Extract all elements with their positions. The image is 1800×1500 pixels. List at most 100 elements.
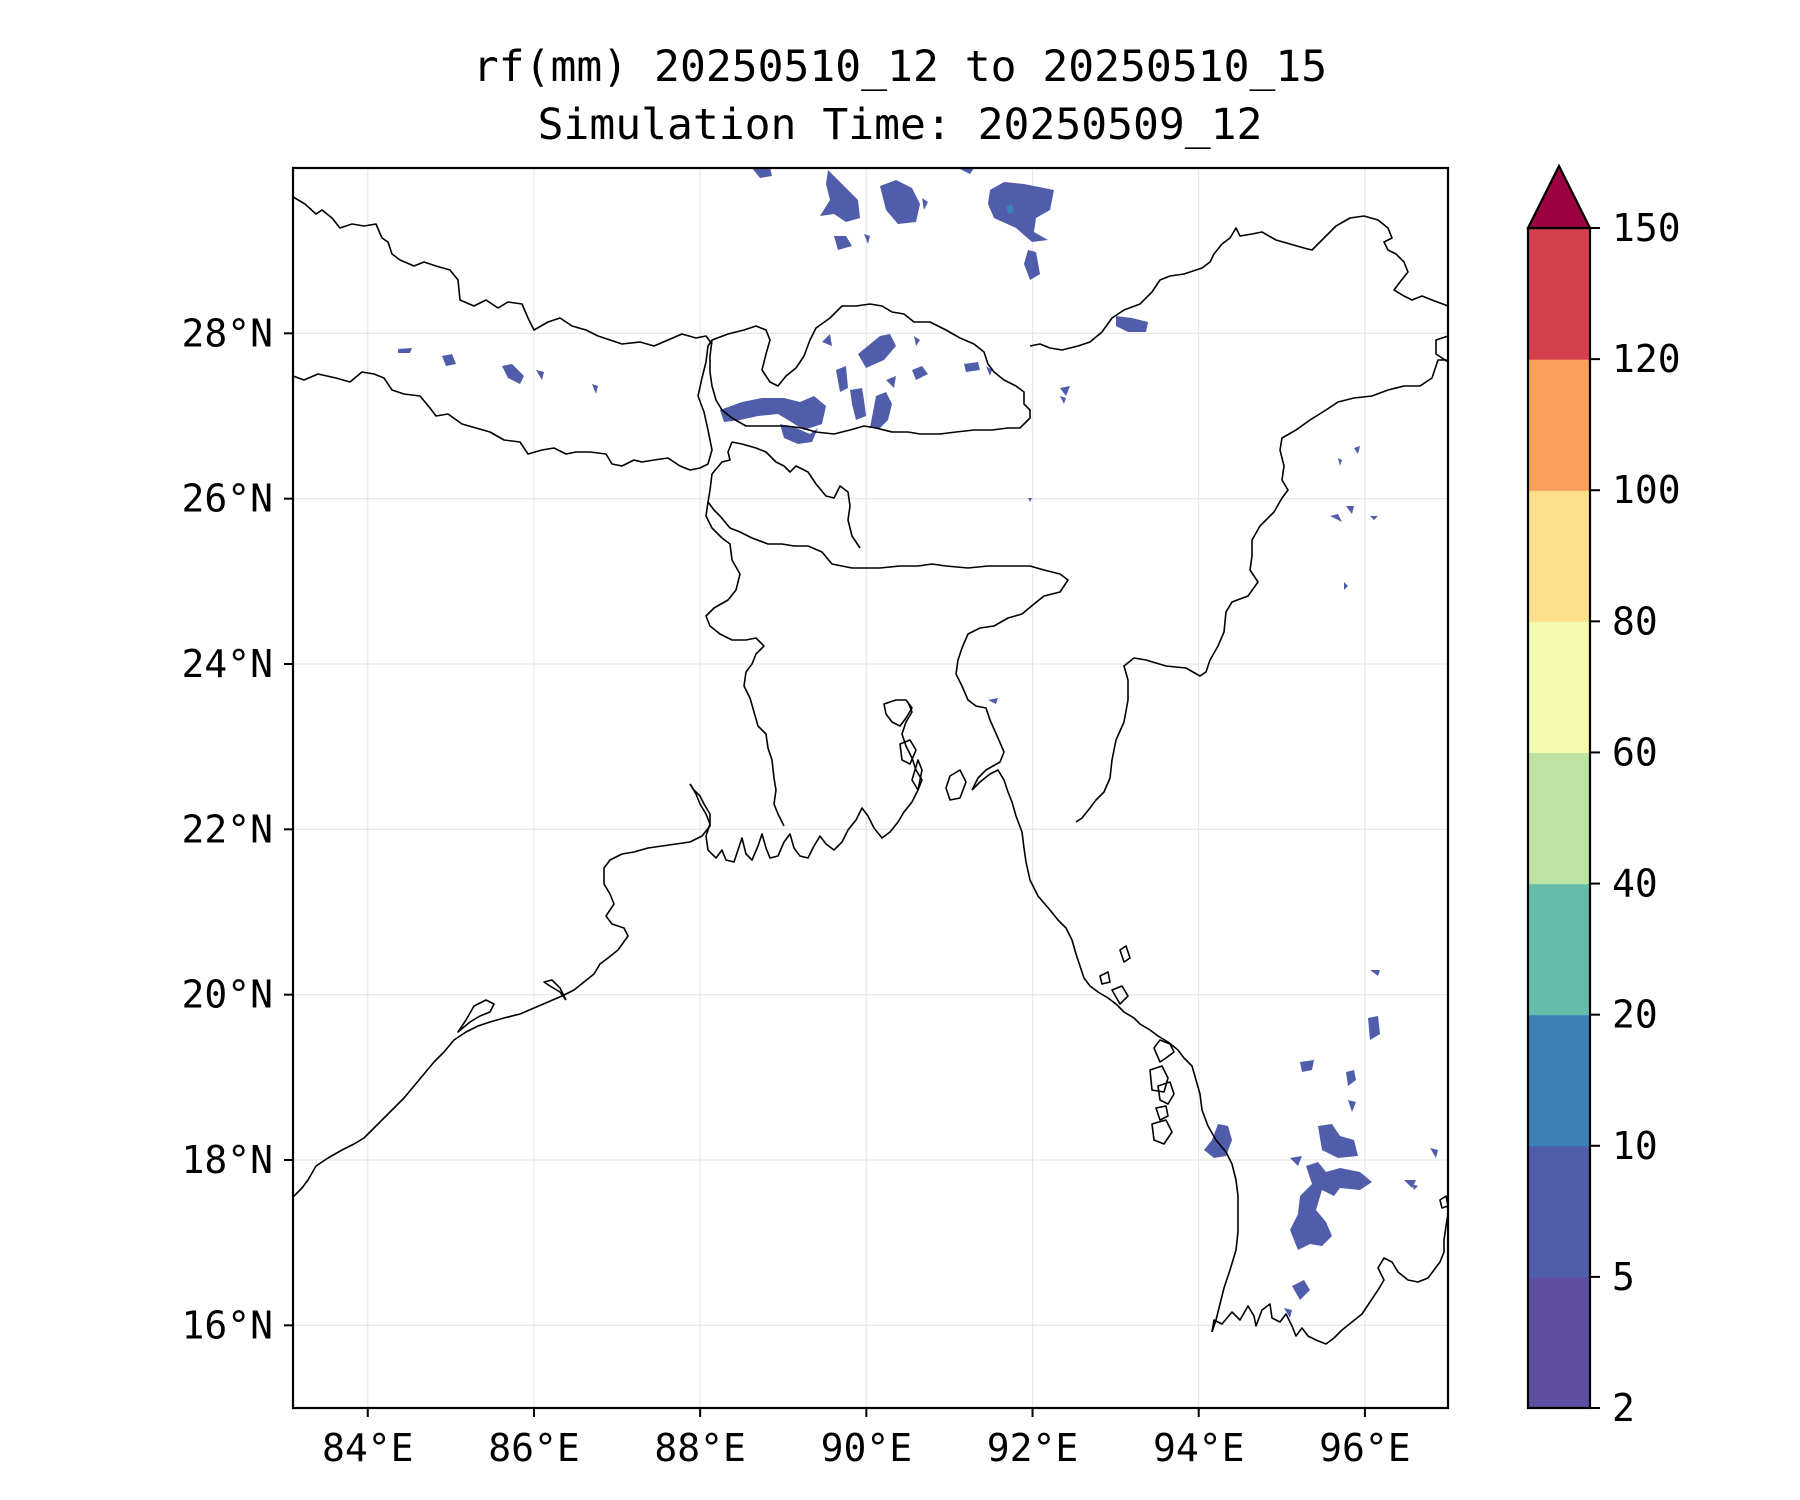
colorbar-segment bbox=[1528, 1145, 1590, 1278]
rain-area bbox=[836, 366, 848, 392]
colorbar-extend-arrow bbox=[1526, 163, 1592, 230]
rain-area bbox=[1370, 516, 1378, 520]
rain-area bbox=[870, 392, 892, 428]
rain-area bbox=[1430, 1148, 1438, 1158]
rainfall-areas bbox=[398, 168, 1438, 1318]
rain-area bbox=[988, 182, 1054, 242]
coastline bbox=[543, 979, 567, 1001]
lon-tick-label: 86°E bbox=[488, 1426, 580, 1470]
longitude-ticks: 84°E 86°E 88°E 90°E 92°E 94°E 96°E bbox=[322, 1408, 1411, 1470]
rain-area bbox=[1368, 1016, 1380, 1040]
colorbar-segment bbox=[1528, 752, 1590, 885]
colorbar-tick-label: 150 bbox=[1612, 206, 1681, 250]
coastline bbox=[1153, 1039, 1175, 1063]
lat-tick-label: 18°N bbox=[181, 1138, 273, 1182]
rain-area bbox=[850, 388, 866, 420]
coastline bbox=[945, 769, 967, 801]
rain-area bbox=[536, 370, 544, 380]
rain-area bbox=[1292, 1280, 1310, 1300]
coastline bbox=[1111, 985, 1129, 1005]
colorbar-tick-label: 40 bbox=[1612, 862, 1658, 906]
rain-area bbox=[964, 362, 980, 372]
rain-area bbox=[1346, 1070, 1356, 1086]
colorbar-segment bbox=[1528, 1276, 1590, 1409]
coastline bbox=[1157, 1081, 1175, 1105]
rain-area bbox=[1338, 458, 1342, 466]
lon-tick-label: 84°E bbox=[322, 1426, 414, 1470]
border-line bbox=[1029, 215, 1448, 351]
rain-area bbox=[1290, 1156, 1302, 1166]
coastline bbox=[911, 759, 923, 791]
rain-area bbox=[502, 364, 524, 384]
rain-area bbox=[912, 366, 928, 380]
lon-tick-label: 90°E bbox=[821, 1426, 913, 1470]
rain-area bbox=[1348, 1100, 1356, 1112]
lat-tick-label: 16°N bbox=[181, 1303, 273, 1347]
rain-area bbox=[1300, 1060, 1314, 1072]
rain-area bbox=[914, 336, 920, 346]
rainfall-core bbox=[1006, 204, 1014, 214]
rain-area bbox=[1344, 582, 1348, 590]
rain-area bbox=[834, 236, 852, 250]
coastline bbox=[457, 999, 495, 1033]
rain-area bbox=[1346, 506, 1354, 514]
rain-area bbox=[864, 234, 870, 244]
title-line-2: Simulation Time: 20250509_12 bbox=[537, 100, 1263, 150]
rain-area bbox=[1060, 396, 1066, 404]
border-line bbox=[709, 303, 1031, 435]
rain-area bbox=[858, 334, 896, 368]
colorbar-ticks: 2 5 10 20 40 60 80 100 120 150 bbox=[1590, 206, 1681, 1430]
rain-area bbox=[1330, 514, 1342, 522]
colorbar-tick-label: 120 bbox=[1612, 337, 1681, 381]
rain-area bbox=[1028, 498, 1032, 502]
lat-tick-label: 24°N bbox=[181, 642, 273, 686]
rain-area bbox=[1412, 1184, 1418, 1190]
coastline bbox=[1149, 1065, 1169, 1093]
colorbar-segment bbox=[1528, 490, 1590, 622]
colorbar-tick-label: 80 bbox=[1612, 599, 1658, 643]
rain-area bbox=[1354, 446, 1360, 454]
coastline bbox=[1151, 1119, 1173, 1145]
border-line bbox=[707, 441, 1069, 791]
map-panel: 84°E 86°E 88°E 90°E 92°E 94°E 96°E 16°N 18°N 20°… bbox=[181, 166, 1450, 1470]
lat-tick-label: 22°N bbox=[181, 807, 273, 851]
coastline bbox=[883, 699, 913, 727]
rain-area bbox=[1116, 316, 1148, 332]
colorbar-segment bbox=[1528, 228, 1590, 360]
coastline bbox=[1155, 1105, 1169, 1121]
map-title: rf(mm) 20250510_12 to 20250510_15 Simula… bbox=[0, 38, 1800, 154]
rain-area bbox=[442, 354, 456, 366]
coastline bbox=[1099, 971, 1111, 985]
rain-area bbox=[986, 366, 992, 376]
latitude-ticks: 16°N 18°N 20°N 22°N 24°N 26°N 28°N bbox=[181, 311, 293, 1347]
rain-area bbox=[1204, 1124, 1232, 1158]
lon-tick-label: 96°E bbox=[1319, 1426, 1411, 1470]
border-line bbox=[1435, 335, 1448, 363]
colorbar-segment bbox=[1528, 359, 1590, 491]
colorbar-tick-label: 2 bbox=[1612, 1386, 1635, 1430]
rain-area bbox=[398, 348, 412, 353]
lat-tick-label: 20°N bbox=[181, 973, 273, 1017]
coastline bbox=[899, 739, 917, 765]
rain-area bbox=[958, 168, 974, 174]
rain-area bbox=[1284, 1308, 1292, 1318]
colorbar-segment bbox=[1528, 621, 1590, 754]
rain-area bbox=[880, 180, 920, 224]
lon-tick-label: 94°E bbox=[1153, 1426, 1245, 1470]
colorbar-segment bbox=[1528, 1014, 1590, 1147]
border-line bbox=[1075, 359, 1448, 823]
rain-area bbox=[1024, 250, 1040, 280]
lon-tick-label: 92°E bbox=[987, 1426, 1079, 1470]
rain-area bbox=[1318, 1124, 1358, 1158]
coastline bbox=[293, 783, 711, 1198]
lat-tick-label: 26°N bbox=[181, 477, 273, 521]
rain-area bbox=[780, 424, 818, 444]
rain-area bbox=[592, 384, 598, 394]
lat-tick-label: 28°N bbox=[181, 311, 273, 355]
rain-area bbox=[820, 170, 860, 222]
title-line-1: rf(mm) 20250510_12 to 20250510_15 bbox=[472, 42, 1328, 92]
lon-tick-label: 88°E bbox=[654, 1426, 746, 1470]
border-line bbox=[705, 501, 785, 827]
colorbar-segments bbox=[1528, 228, 1590, 1409]
map-background bbox=[293, 168, 1448, 1408]
